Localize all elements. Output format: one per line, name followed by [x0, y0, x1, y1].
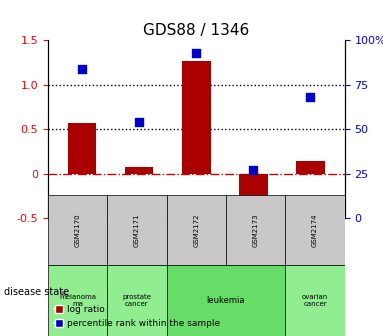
Bar: [68, 123, 97, 174]
Bar: [125, 167, 154, 174]
FancyBboxPatch shape: [167, 195, 226, 265]
Text: GSM2174: GSM2174: [312, 213, 318, 247]
Text: GSM2171: GSM2171: [134, 213, 140, 247]
Legend: log ratio, percentile rank within the sample: log ratio, percentile rank within the sa…: [51, 302, 223, 332]
Text: prostate
cancer: prostate cancer: [123, 294, 151, 307]
FancyBboxPatch shape: [226, 195, 285, 265]
FancyBboxPatch shape: [285, 265, 345, 336]
FancyBboxPatch shape: [167, 265, 285, 336]
Point: [308, 94, 314, 100]
Bar: [182, 61, 211, 174]
FancyArrowPatch shape: [61, 292, 66, 296]
Text: GSM2172: GSM2172: [193, 213, 199, 247]
FancyBboxPatch shape: [107, 195, 167, 265]
Text: ovarian
cancer: ovarian cancer: [302, 294, 328, 307]
Point: [79, 66, 85, 72]
FancyBboxPatch shape: [285, 195, 345, 265]
Point: [250, 167, 257, 173]
FancyBboxPatch shape: [48, 195, 107, 265]
Point: [193, 50, 200, 55]
Text: melanoma
ma: melanoma ma: [59, 294, 96, 307]
Title: GDS88 / 1346: GDS88 / 1346: [143, 23, 249, 38]
Text: GSM2170: GSM2170: [75, 213, 80, 247]
Text: leukemia: leukemia: [207, 296, 245, 305]
Point: [136, 120, 142, 125]
FancyBboxPatch shape: [107, 265, 167, 336]
Bar: [296, 161, 325, 174]
FancyBboxPatch shape: [48, 265, 107, 336]
Bar: [239, 174, 268, 209]
Text: disease state: disease state: [4, 287, 69, 297]
Text: GSM2173: GSM2173: [253, 213, 259, 247]
